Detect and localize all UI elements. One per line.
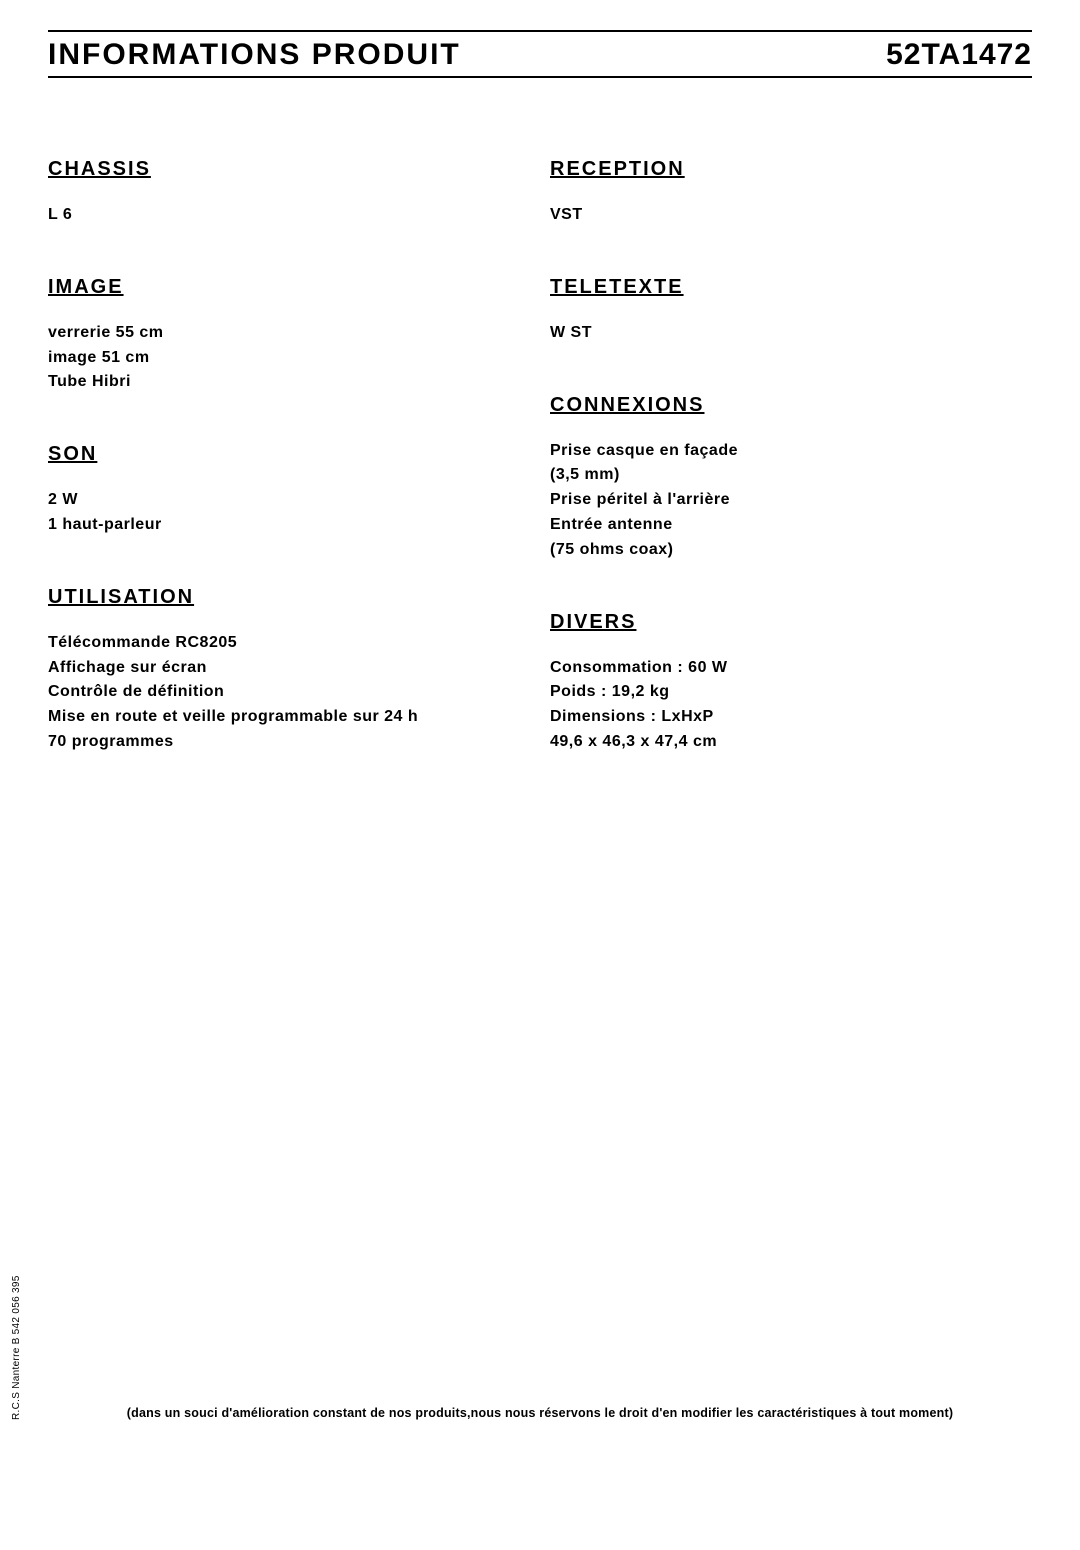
right-column: RECEPTION VST TELETEXTE W ST CONNEXIONS …: [550, 158, 1032, 803]
product-code: 52TA1472: [886, 38, 1032, 72]
section-title-chassis: CHASSIS: [48, 158, 530, 181]
disclaimer-text: (dans un souci d'amélioration constant d…: [48, 1406, 1032, 1420]
section-title-teletexte: TELETEXTE: [550, 276, 1032, 299]
legal-text: R.C.S Nanterre B 542 056 395: [11, 1275, 22, 1420]
section-body-connexions: Prise casque en façade (3,5 mm) Prise pé…: [550, 439, 1032, 563]
content-columns: CHASSIS L 6 IMAGE verrerie 55 cm image 5…: [48, 158, 1032, 803]
section-body-utilisation: Télécommande RC8205 Affichage sur écran …: [48, 631, 530, 755]
section-title-image: IMAGE: [48, 276, 530, 299]
section-body-chassis: L 6: [48, 203, 530, 228]
section-title-utilisation: UTILISATION: [48, 586, 530, 609]
header-bar: INFORMATIONS PRODUIT 52TA1472: [48, 30, 1032, 78]
section-title-son: SON: [48, 443, 530, 466]
section-body-image: verrerie 55 cm image 51 cm Tube Hibri: [48, 321, 530, 395]
left-column: CHASSIS L 6 IMAGE verrerie 55 cm image 5…: [48, 158, 550, 803]
section-title-reception: RECEPTION: [550, 158, 1032, 181]
section-title-connexions: CONNEXIONS: [550, 394, 1032, 417]
section-body-reception: VST: [550, 203, 1032, 228]
page-title: INFORMATIONS PRODUIT: [48, 38, 461, 72]
section-body-teletexte: W ST: [550, 321, 1032, 346]
section-body-divers: Consommation : 60 W Poids : 19,2 kg Dime…: [550, 656, 1032, 755]
section-title-divers: DIVERS: [550, 611, 1032, 634]
section-body-son: 2 W 1 haut-parleur: [48, 488, 530, 538]
